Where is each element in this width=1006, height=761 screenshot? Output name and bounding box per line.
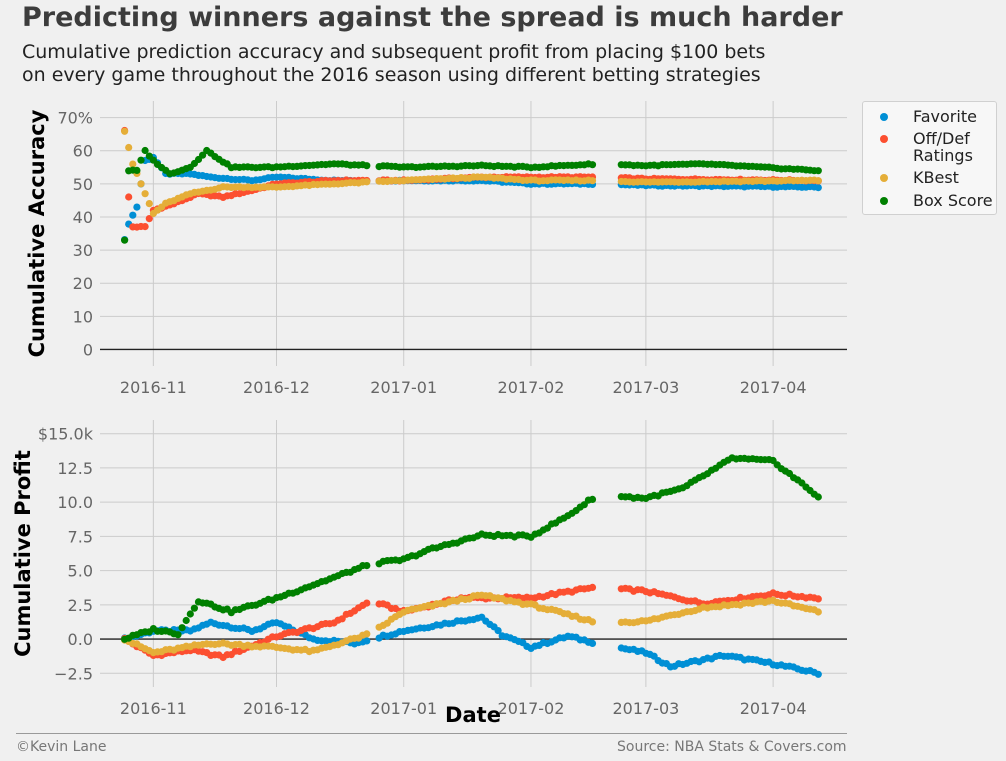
- legend-label: KBest: [913, 168, 959, 187]
- data-point: [137, 180, 145, 188]
- legend-marker: [880, 197, 888, 205]
- data-point: [814, 167, 822, 175]
- data-point: [814, 670, 822, 678]
- x-tick-label: 2017-01: [370, 699, 437, 718]
- x-tick-label: 2017-01: [370, 378, 437, 397]
- data-point: [145, 200, 153, 208]
- footer-credit: ©Kevin Lane: [16, 739, 107, 755]
- data-point: [588, 618, 597, 626]
- data-point: [129, 211, 137, 219]
- chart-subtitle: Cumulative prediction accuracy and subse…: [22, 41, 765, 87]
- subtitle-line-1: Cumulative prediction accuracy and subse…: [22, 41, 766, 63]
- data-point: [121, 236, 129, 244]
- data-point: [199, 151, 207, 159]
- x-tick-label: 2017-03: [612, 378, 679, 397]
- y-tick-label: 30: [73, 241, 93, 260]
- x-tick-label: 2016-12: [243, 699, 310, 718]
- data-point: [182, 616, 190, 625]
- data-point: [814, 595, 822, 603]
- data-point: [814, 608, 822, 616]
- series-kbest: [121, 127, 822, 218]
- data-point: [363, 630, 371, 638]
- y-tick-label: 0: [83, 340, 93, 359]
- x-tick-label: 2017-04: [740, 699, 807, 718]
- y-tick-label: $15.0k: [38, 425, 94, 444]
- y-tick-label: 0.0: [68, 630, 93, 649]
- profit-panel: 2016-11 2016-12 2017-01 2017-02 2017-03 2017-…: [11, 420, 847, 727]
- data-point: [125, 193, 133, 201]
- data-point: [174, 631, 182, 639]
- data-point: [190, 604, 198, 612]
- data-point: [363, 162, 371, 170]
- data-point: [363, 599, 371, 607]
- legend-marker: [880, 174, 888, 182]
- footer-source: Source: NBA Stats & Covers.com: [617, 739, 847, 755]
- x-tick-label: 2016-11: [120, 378, 187, 397]
- data-point: [133, 203, 141, 211]
- x-axis-label: Date: [445, 703, 501, 727]
- data-point: [814, 493, 822, 501]
- data-point: [141, 190, 149, 198]
- x-tick-label: 2017-02: [498, 699, 565, 718]
- y-axis-label: Cumulative Profit: [11, 450, 35, 657]
- y-tick-label: −2.5: [54, 664, 93, 683]
- data-point: [129, 160, 137, 168]
- data-point: [141, 146, 149, 155]
- series-kbest: [121, 591, 822, 657]
- y-tick-label: 5.0: [68, 562, 93, 581]
- y-tick-label: 7.5: [68, 527, 93, 546]
- data-point: [814, 177, 822, 185]
- data-point: [145, 215, 153, 223]
- data-point: [363, 637, 371, 645]
- y-tick-label: 40: [73, 208, 93, 227]
- data-point: [178, 624, 186, 632]
- data-point: [580, 501, 588, 509]
- data-point: [141, 223, 149, 231]
- data-point: [588, 639, 597, 648]
- data-point: [588, 177, 597, 185]
- data-point: [588, 583, 597, 592]
- subtitle-line-2: on every game throughout the 2016 season…: [22, 64, 761, 86]
- x-tick-label: 2016-11: [120, 699, 187, 718]
- y-tick-label: 10.0: [57, 493, 93, 512]
- data-point: [363, 178, 371, 186]
- y-tick-label: 50: [73, 175, 93, 194]
- data-point: [121, 127, 129, 135]
- data-point: [186, 610, 194, 618]
- y-tick-label: 10: [73, 307, 93, 326]
- y-axis-label: Cumulative Accuracy: [25, 109, 49, 357]
- x-tick-label: 2017-04: [740, 378, 807, 397]
- footer-rule: [16, 733, 847, 734]
- legend-marker: [880, 135, 888, 143]
- data-point: [494, 627, 502, 635]
- legend-label: Off/Def Ratings: [913, 129, 973, 165]
- chart-title: Predicting winners against the spread is…: [22, 2, 843, 33]
- y-tick-label: 12.5: [57, 459, 93, 478]
- data-point: [133, 166, 141, 174]
- legend-label: Box Score: [913, 191, 993, 210]
- data-point: [588, 161, 597, 169]
- legend-label: Favorite: [913, 107, 977, 126]
- data-point: [137, 156, 145, 164]
- series-box-score: [121, 146, 822, 244]
- y-tick-label: 70%: [57, 109, 93, 128]
- y-tick-label: 60: [73, 142, 93, 161]
- legend: Favorite Off/Def Ratings KBest Box Score: [862, 101, 997, 215]
- x-tick-label: 2017-03: [612, 699, 679, 718]
- y-tick-label: 2.5: [68, 596, 93, 615]
- data-point: [125, 143, 133, 152]
- accuracy-panel: 2016-11 2016-12 2017-01 2017-02 2017-03 2017-…: [25, 101, 847, 397]
- legend-marker: [880, 113, 888, 121]
- series-box-score: [121, 454, 822, 643]
- data-point: [814, 184, 822, 192]
- x-tick-label: 2016-12: [243, 378, 310, 397]
- data-point: [588, 495, 597, 503]
- y-tick-label: 20: [73, 274, 93, 293]
- x-tick-label: 2017-02: [498, 378, 565, 397]
- data-point: [363, 562, 371, 570]
